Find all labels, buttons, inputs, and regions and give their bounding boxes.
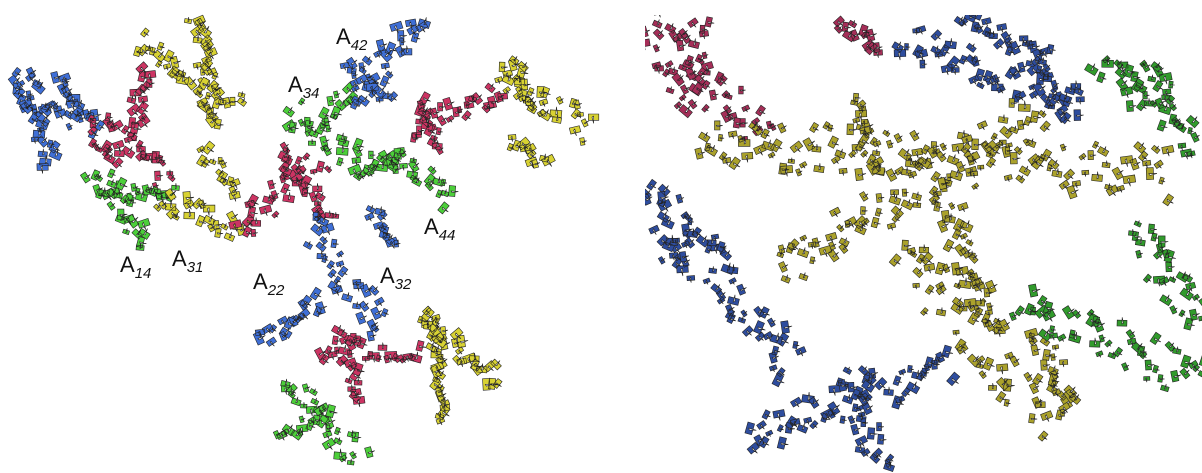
label-sub: 22 [267, 282, 285, 299]
fractal-branch [121, 62, 156, 144]
label-sub: 32 [395, 276, 412, 293]
label: A34 [288, 72, 319, 102]
fractal-piece [365, 205, 401, 248]
fractal-branch [657, 227, 726, 264]
fractal-piece [833, 16, 882, 58]
fractal-branch [508, 56, 537, 114]
fractal-branch [507, 134, 555, 168]
label-sub: 31 [187, 259, 204, 276]
fractal-branch [833, 16, 882, 58]
label-main: A [380, 263, 395, 288]
label: A32 [380, 263, 412, 293]
fractal-piece [851, 93, 885, 175]
fractal-branch [495, 62, 599, 145]
label-sub: 44 [439, 227, 456, 244]
fractal-piece [1128, 220, 1202, 330]
label: A44 [424, 214, 455, 244]
label-sub: 14 [135, 265, 152, 282]
fractal-piece [253, 287, 327, 346]
left-fractal [8, 15, 599, 465]
fractal-branch [282, 98, 379, 176]
label-main: A [288, 72, 303, 97]
label-sub: 34 [303, 85, 320, 102]
fractal-piece [657, 227, 726, 264]
fractal-piece [134, 28, 247, 109]
fractal-branch [80, 169, 150, 251]
fractal-piece [282, 98, 379, 176]
label: A31 [172, 246, 203, 276]
label-main: A [253, 269, 268, 294]
fractal-piece [184, 15, 217, 76]
fractal-piece [80, 169, 150, 251]
label: A42 [336, 24, 368, 54]
fractal-piece [507, 134, 555, 168]
fractal-branch [197, 141, 241, 202]
fractal-branch [851, 93, 885, 175]
fractal-branch [1128, 220, 1202, 330]
fractal-piece [642, 179, 807, 386]
fractal-branch [378, 148, 458, 214]
label-main: A [120, 252, 135, 277]
fractal-piece [303, 212, 388, 341]
fractal-piece [378, 148, 458, 214]
fractal-piece [121, 62, 156, 144]
figure: A42 A34 A44 A14 A31 A22 A32 [0, 0, 1202, 473]
label-sub: 42 [351, 37, 368, 54]
label: A22 [253, 269, 285, 299]
label-main: A [424, 214, 439, 239]
label-main: A [172, 246, 187, 271]
fractal-branch [638, 7, 776, 143]
label-main: A [336, 24, 351, 49]
fractal-piece [197, 141, 241, 202]
fractal-piece [508, 56, 537, 114]
fractal-piece [638, 7, 776, 143]
fractal-branch [303, 212, 388, 341]
fractal-branch [253, 287, 327, 346]
fractal-branch [184, 15, 217, 76]
fractal-branch [642, 179, 807, 386]
right-fractal [638, 7, 1202, 472]
fractal-branch [365, 205, 401, 248]
fractal-branch [134, 28, 247, 109]
label: A14 [120, 252, 151, 282]
fractal-piece [495, 62, 599, 145]
